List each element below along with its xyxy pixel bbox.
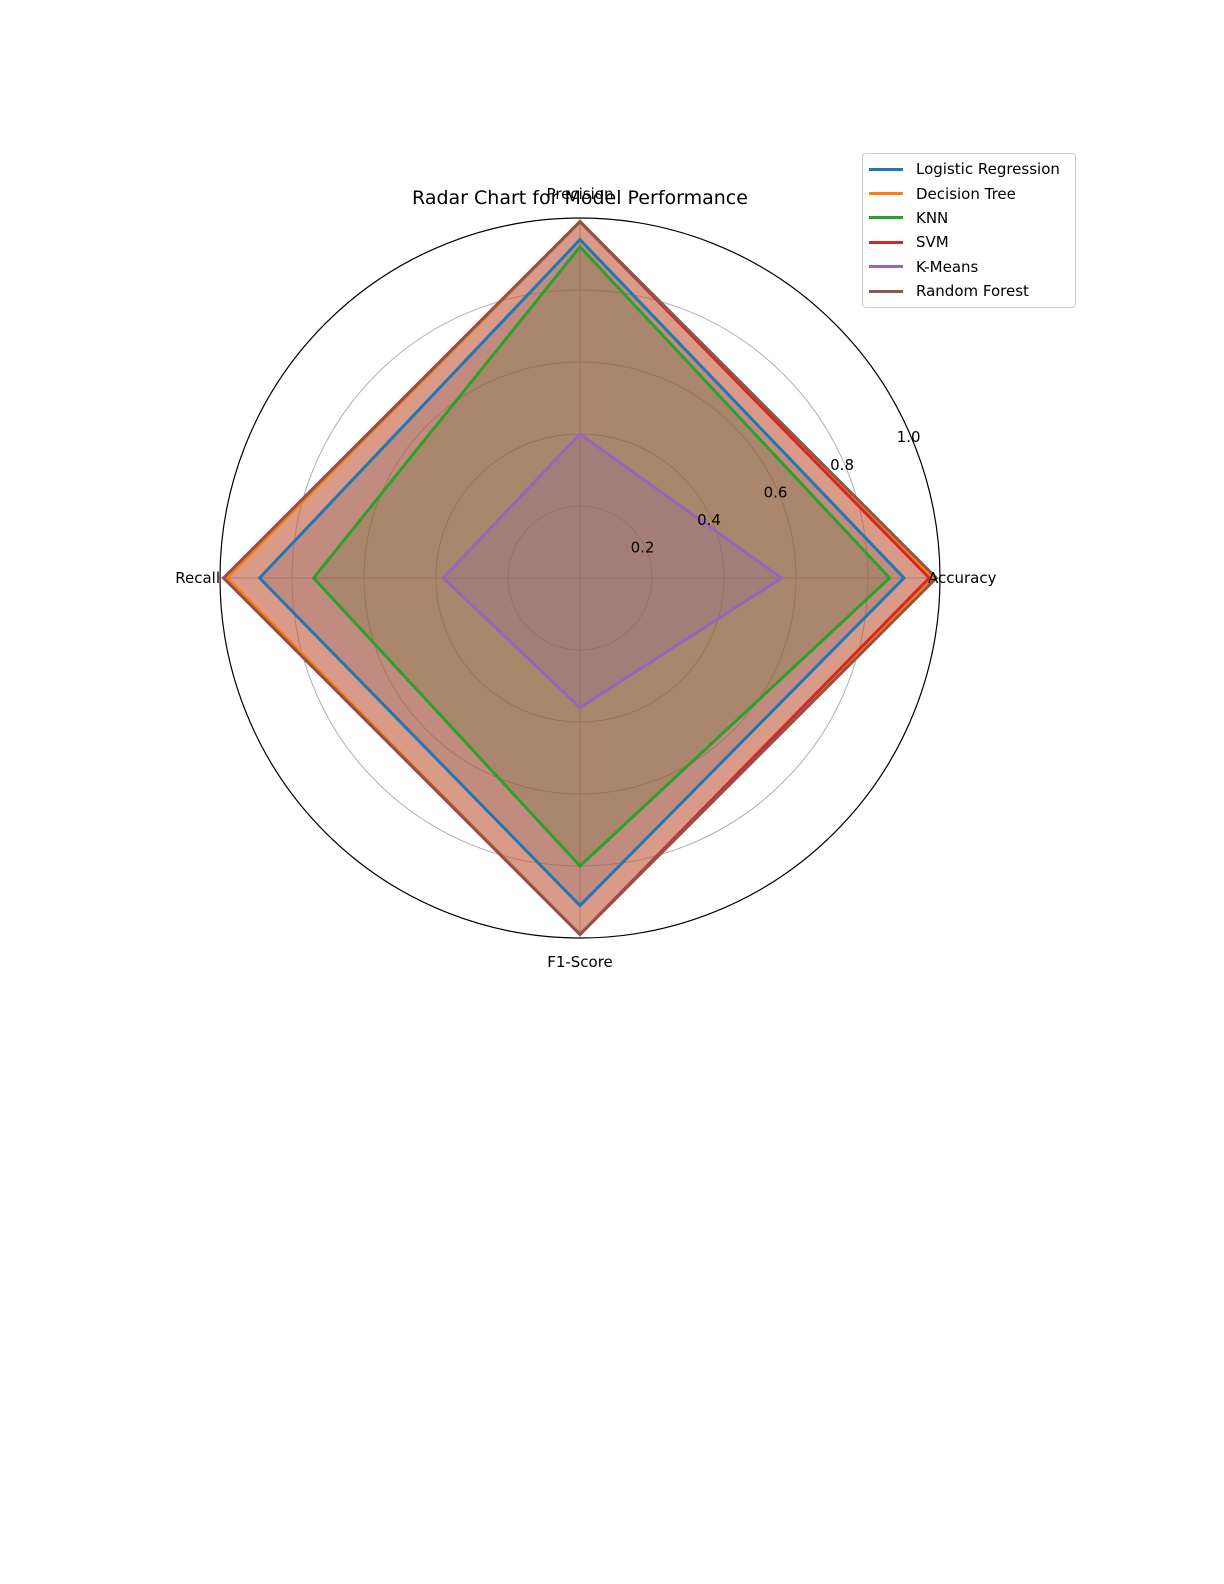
axis-label-recall: Recall bbox=[175, 569, 220, 587]
radial-tick-label-1: 0.4 bbox=[697, 511, 721, 529]
legend-label: SVM bbox=[916, 233, 949, 252]
polar-frame bbox=[219, 217, 941, 939]
legend-label: Decision Tree bbox=[916, 184, 1016, 203]
legend-swatch bbox=[869, 216, 903, 220]
series-line-2 bbox=[311, 244, 892, 869]
chart-title: Radar Chart for Model Performance bbox=[412, 187, 748, 209]
radial-tick-label-0: 0.2 bbox=[631, 538, 655, 556]
legend-item: Random Forest bbox=[863, 279, 1075, 303]
legend-item: Decision Tree bbox=[863, 181, 1075, 205]
legend-item: Logistic Regression bbox=[863, 157, 1075, 181]
legend-label: Random Forest bbox=[916, 282, 1029, 301]
series-fills bbox=[223, 221, 937, 935]
axis-label-precision: Precision bbox=[547, 185, 614, 203]
series-fill-5 bbox=[223, 221, 937, 935]
series-line-5 bbox=[221, 219, 939, 937]
chart-legend: Logistic Regression Decision Tree KNN SVM K-… bbox=[862, 153, 1076, 309]
legend-item: K-Means bbox=[863, 255, 1075, 279]
legend-swatch bbox=[869, 289, 903, 293]
series-fill-4 bbox=[443, 434, 782, 708]
legend-swatch bbox=[869, 192, 903, 196]
radial-tick-label-2: 0.6 bbox=[764, 483, 788, 501]
radial-tick-label-4: 1.0 bbox=[897, 428, 921, 446]
legend-item: KNN bbox=[863, 206, 1075, 230]
legend-label: KNN bbox=[916, 208, 949, 227]
radial-tick-label-3: 0.8 bbox=[830, 456, 854, 474]
axis-label-f1-score: F1-Score bbox=[547, 953, 613, 971]
series-line-4 bbox=[441, 432, 785, 710]
legend-label: Logistic Regression bbox=[916, 160, 1060, 179]
axis-labels: 0.2 0.4 0.6 0.8 1.0 Accuracy Precision Recall F1… bbox=[175, 185, 996, 971]
legend-swatch bbox=[869, 167, 903, 171]
axis-label-accuracy: Accuracy bbox=[928, 569, 997, 587]
legend-swatch bbox=[869, 265, 903, 269]
series-line-0 bbox=[257, 237, 907, 908]
legend-swatch bbox=[869, 240, 903, 244]
legend-item: SVM bbox=[863, 230, 1075, 254]
series-lines bbox=[221, 219, 939, 937]
legend-label: K-Means bbox=[916, 257, 979, 276]
